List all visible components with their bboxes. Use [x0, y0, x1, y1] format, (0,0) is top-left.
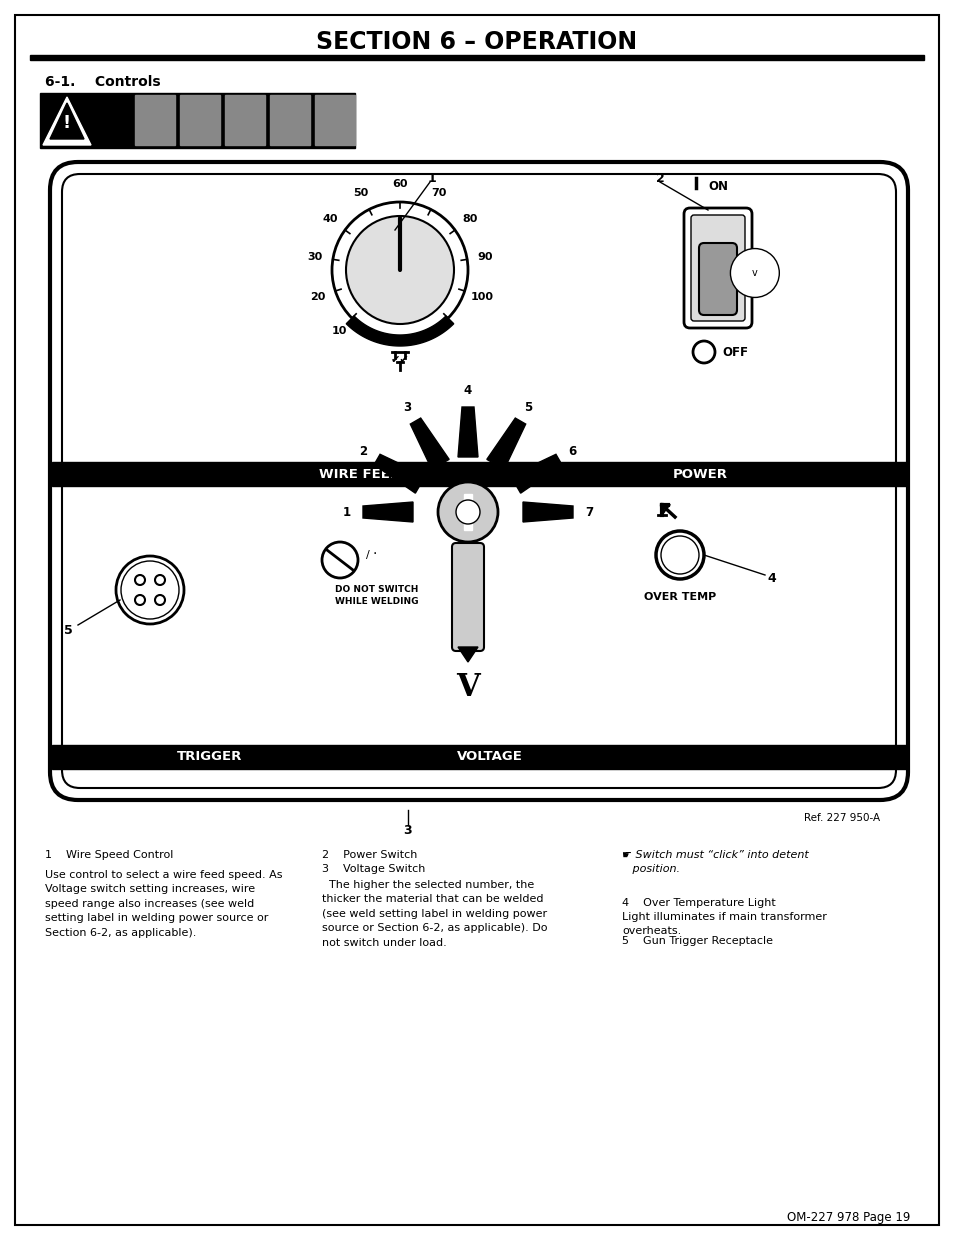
Text: 4: 4 — [767, 572, 776, 584]
Polygon shape — [346, 316, 454, 346]
Circle shape — [660, 536, 699, 574]
Polygon shape — [410, 419, 449, 469]
Polygon shape — [522, 501, 573, 522]
Text: 2: 2 — [655, 172, 663, 184]
Text: The higher the selected number, the
thicker the material that can be welded
(see: The higher the selected number, the thic… — [322, 881, 547, 947]
Text: V: V — [456, 672, 479, 703]
Text: !: ! — [63, 114, 71, 132]
Text: 1: 1 — [427, 172, 436, 184]
FancyBboxPatch shape — [683, 207, 751, 329]
Polygon shape — [363, 501, 413, 522]
FancyBboxPatch shape — [62, 174, 895, 788]
Circle shape — [332, 203, 468, 338]
Polygon shape — [457, 647, 477, 662]
FancyBboxPatch shape — [50, 162, 907, 800]
Text: 30: 30 — [307, 252, 322, 262]
Text: 3: 3 — [403, 824, 412, 836]
Text: SECTION 6 – OPERATION: SECTION 6 – OPERATION — [316, 30, 637, 54]
Bar — [314, 95, 355, 144]
Text: 3: 3 — [403, 400, 411, 414]
Text: OM-227 978 Page 19: OM-227 978 Page 19 — [786, 1212, 909, 1224]
Text: DO NOT SWITCH: DO NOT SWITCH — [335, 585, 418, 594]
Polygon shape — [486, 419, 525, 469]
Text: ✔✔: ✔✔ — [390, 354, 409, 366]
Text: POWER: POWER — [672, 468, 727, 480]
Text: ✔: ✔ — [658, 501, 671, 519]
Text: Light illuminates if main transformer
overheats.: Light illuminates if main transformer ov… — [621, 911, 826, 936]
Text: 100: 100 — [470, 291, 493, 301]
Bar — [135, 95, 174, 144]
FancyBboxPatch shape — [452, 543, 483, 651]
Text: OFF: OFF — [721, 346, 747, 358]
Polygon shape — [510, 454, 561, 493]
Text: 5: 5 — [524, 400, 532, 414]
Bar — [52, 745, 905, 769]
FancyBboxPatch shape — [699, 243, 737, 315]
Circle shape — [656, 531, 703, 579]
Polygon shape — [457, 408, 477, 457]
Bar — [225, 95, 265, 144]
Text: 10: 10 — [331, 326, 347, 336]
Bar — [180, 95, 220, 144]
Bar — [52, 462, 905, 487]
Text: WIRE FEED: WIRE FEED — [318, 468, 400, 480]
Bar — [40, 93, 355, 148]
Text: 20: 20 — [310, 291, 326, 301]
Circle shape — [116, 556, 184, 624]
Polygon shape — [43, 98, 91, 144]
Text: 80: 80 — [461, 215, 476, 225]
Text: OVER TEMP: OVER TEMP — [643, 592, 716, 601]
Polygon shape — [374, 454, 425, 493]
Text: 6: 6 — [568, 445, 577, 458]
Circle shape — [456, 500, 479, 524]
Text: WHILE WELDING: WHILE WELDING — [335, 598, 418, 606]
Text: 2: 2 — [358, 445, 367, 458]
Text: 40: 40 — [322, 215, 337, 225]
Text: 4    Over Temperature Light: 4 Over Temperature Light — [621, 898, 775, 908]
Text: Use control to select a wire feed speed. As
Voltage switch setting increases, wi: Use control to select a wire feed speed.… — [45, 869, 282, 937]
Text: 5: 5 — [64, 624, 72, 636]
Text: 1    Wire Speed Control: 1 Wire Speed Control — [45, 850, 173, 860]
Bar — [463, 494, 472, 530]
Text: Ref. 227 950-A: Ref. 227 950-A — [803, 813, 879, 823]
Circle shape — [121, 561, 179, 619]
Text: ☛ Switch must “click” into detent
   position.: ☛ Switch must “click” into detent positi… — [621, 850, 808, 874]
Text: 7: 7 — [584, 505, 593, 519]
Circle shape — [437, 482, 497, 542]
Circle shape — [346, 216, 454, 324]
Text: ON: ON — [707, 179, 727, 193]
Text: 4: 4 — [463, 384, 472, 398]
Text: v: v — [751, 268, 757, 278]
Bar — [30, 56, 923, 61]
Text: 3    Voltage Switch: 3 Voltage Switch — [322, 864, 425, 874]
Bar — [270, 95, 310, 144]
Text: VOLTAGE: VOLTAGE — [456, 751, 522, 763]
Text: TRIGGER: TRIGGER — [177, 751, 242, 763]
Text: .: . — [373, 543, 376, 557]
FancyBboxPatch shape — [690, 215, 744, 321]
Text: 50: 50 — [353, 189, 368, 199]
Polygon shape — [50, 103, 84, 140]
Text: 90: 90 — [476, 252, 492, 262]
Text: 5    Gun Trigger Receptacle: 5 Gun Trigger Receptacle — [621, 936, 772, 946]
Text: 2    Power Switch: 2 Power Switch — [322, 850, 416, 860]
Text: 70: 70 — [431, 189, 446, 199]
Text: 6-1.    Controls: 6-1. Controls — [45, 75, 160, 89]
Text: 1: 1 — [342, 505, 351, 519]
Text: /: / — [366, 550, 370, 559]
Text: 60: 60 — [392, 179, 407, 189]
